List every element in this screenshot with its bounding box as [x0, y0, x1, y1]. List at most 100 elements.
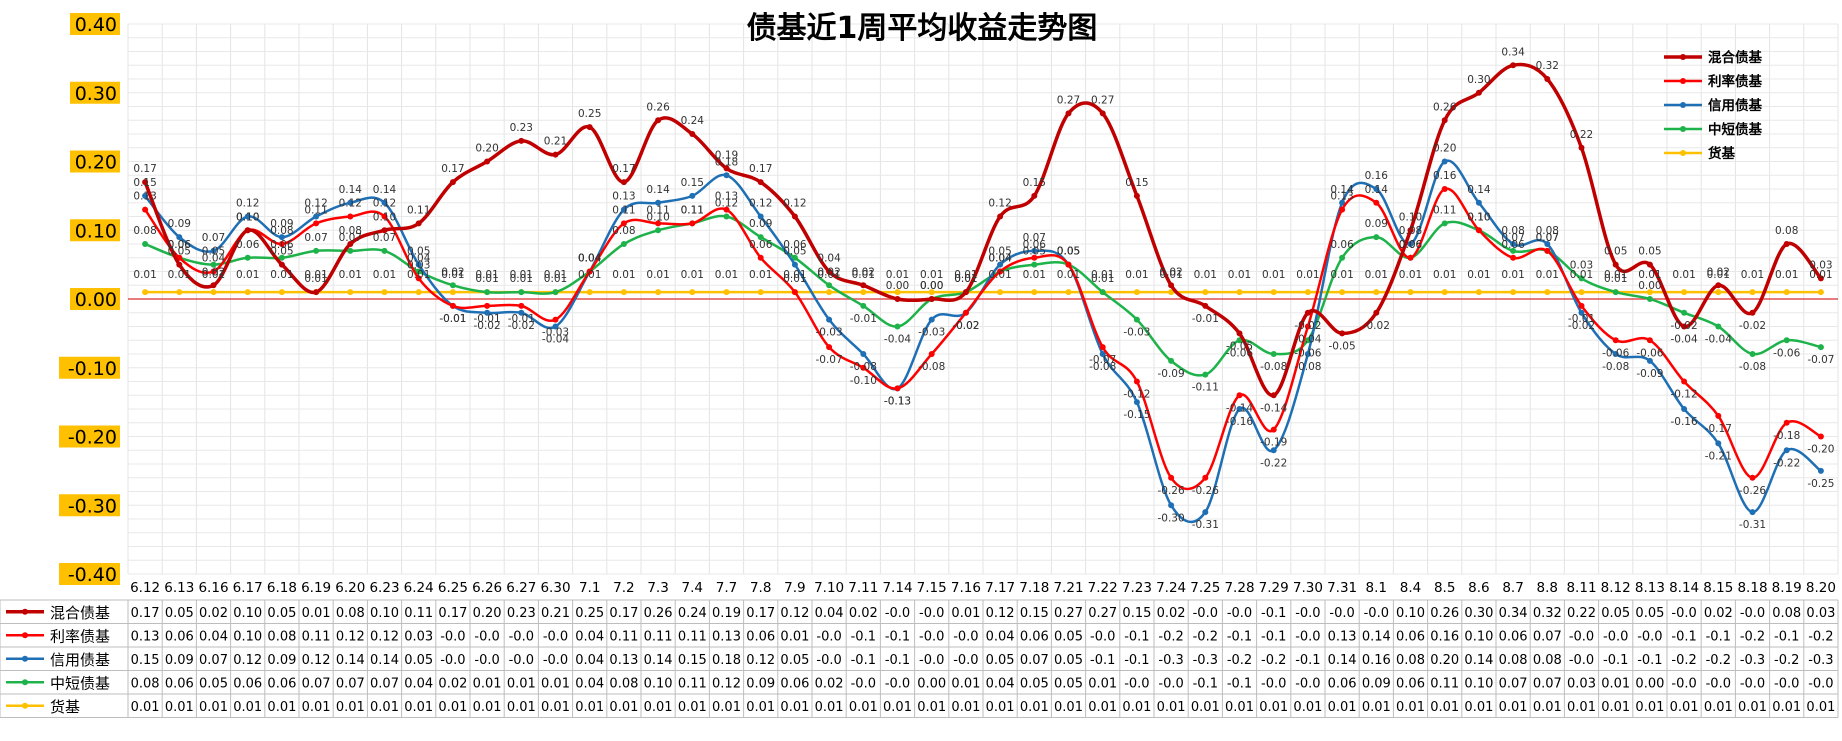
data-point — [1783, 337, 1790, 344]
table-cell: -0.1 — [1261, 606, 1286, 621]
table-cell: 0.01 — [951, 676, 980, 691]
table-cell: 0.02 — [199, 606, 228, 621]
data-label: 0.27 — [1091, 94, 1114, 106]
data-label: 0.07 — [202, 232, 225, 244]
y-tick-label: -0.20 — [68, 427, 117, 449]
data-label: -0.03 — [918, 327, 945, 339]
y-tick-label: -0.40 — [68, 564, 117, 586]
data-label: 0.12 — [783, 198, 806, 210]
table-cell: 0.06 — [233, 676, 262, 691]
table-cell: 0.30 — [1464, 606, 1493, 621]
table-cell: 0.01 — [1293, 700, 1322, 715]
data-point — [791, 254, 798, 261]
data-point — [518, 309, 525, 316]
data-point — [689, 192, 696, 199]
data-label: 0.05 — [1604, 246, 1627, 258]
data-label: 0.23 — [510, 122, 533, 134]
x-tick-label: 6.24 — [404, 580, 434, 596]
table-cell: 0.23 — [507, 606, 536, 621]
table-cell: 0.13 — [609, 653, 638, 668]
data-label: 0.05 — [1638, 246, 1661, 258]
table-cell: -0.1 — [1774, 629, 1799, 644]
data-point — [655, 220, 662, 227]
y-tick-label-bg — [70, 150, 120, 173]
data-label: -0.01 — [474, 313, 501, 325]
table-cell: 0.01 — [1122, 700, 1151, 715]
data-point — [1510, 62, 1517, 69]
data-label: 0.12 — [304, 198, 327, 210]
data-label: 0.07 — [339, 232, 362, 244]
data-label: -0.01 — [850, 313, 877, 325]
table-cell: -0.3 — [1193, 653, 1218, 668]
data-label: 0.01 — [1536, 269, 1559, 281]
data-point — [1612, 351, 1619, 357]
data-labels-3: 0.080.060.050.06 0.060.07 0.07 0.070.040.02… — [133, 198, 1834, 394]
data-point — [1817, 467, 1824, 474]
table-cell: 0.17 — [131, 606, 160, 621]
table-cell: 0.01 — [302, 606, 331, 621]
series-1 — [142, 186, 1824, 491]
data-label: 0.01 — [1638, 269, 1661, 281]
table-cell: -0.0 — [1706, 676, 1731, 691]
data-label: 0.26 — [646, 101, 670, 113]
data-point — [415, 289, 422, 296]
data-label: 0.01 — [1501, 269, 1524, 281]
table-cell: 0.01 — [165, 700, 194, 715]
data-label: 0.09 — [168, 218, 191, 230]
table-cell: 0.10 — [1464, 629, 1493, 644]
table-cell: 0.00 — [917, 676, 946, 691]
data-label: 0.07 — [1536, 232, 1559, 244]
data-point — [1441, 117, 1448, 124]
data-label: -0.03 — [816, 327, 843, 339]
data-label: -0.08 — [1089, 361, 1116, 373]
table-cell: -0.0 — [885, 676, 910, 691]
data-label: 0.14 — [1467, 184, 1491, 196]
data-label: -0.07 — [1089, 354, 1116, 366]
table-cell: 0.08 — [267, 629, 296, 644]
data-point — [1681, 289, 1688, 296]
data-point — [1339, 289, 1346, 296]
data-point — [1270, 447, 1277, 454]
data-point — [860, 282, 867, 289]
table-cell: 0.04 — [575, 676, 604, 691]
data-label: -0.08 — [850, 361, 877, 373]
data-point — [586, 124, 593, 131]
legend-swatch-marker — [1680, 150, 1686, 156]
data-label: 0.10 — [646, 211, 669, 223]
data-point — [1715, 412, 1722, 419]
data-point — [1339, 330, 1346, 337]
data-point — [1270, 392, 1277, 399]
table-cell: 0.02 — [815, 676, 844, 691]
table-cell: 0.19 — [712, 606, 741, 621]
data-point — [449, 302, 456, 309]
table-cell: 0.05 — [780, 653, 809, 668]
y-tick-label-bg — [70, 219, 120, 242]
table-cell: 0.01 — [678, 700, 707, 715]
table-cell: 0.12 — [986, 606, 1015, 621]
table-cell: 0.14 — [1464, 653, 1493, 668]
table-cell: -0.0 — [1808, 676, 1833, 691]
data-point — [381, 227, 388, 234]
table-cell: 0.01 — [1328, 700, 1357, 715]
data-point — [1578, 302, 1585, 309]
data-point — [1304, 289, 1311, 296]
table-cell: 0.12 — [712, 676, 741, 691]
data-label: 0.01 — [475, 269, 498, 281]
data-point — [347, 241, 354, 247]
data-point — [1168, 357, 1175, 364]
data-label: 0.01 — [510, 269, 533, 281]
data-label: 0.01 — [1091, 269, 1114, 281]
table-cell: -0.2 — [1740, 629, 1765, 644]
table-cell: 0.05 — [1635, 606, 1664, 621]
table-cell: 0.20 — [1430, 653, 1459, 668]
data-point — [1270, 426, 1277, 433]
series-line — [144, 159, 1822, 524]
table-cell: -0.2 — [1671, 653, 1696, 668]
table-cell: 0.04 — [404, 676, 433, 691]
table-cell: -0.3 — [1808, 653, 1833, 668]
table-cell: 0.01 — [1088, 676, 1117, 691]
table-cell: 0.00 — [1635, 676, 1664, 691]
data-point — [1202, 302, 1209, 309]
data-label: 0.18 — [715, 156, 738, 168]
data-point — [484, 158, 491, 165]
